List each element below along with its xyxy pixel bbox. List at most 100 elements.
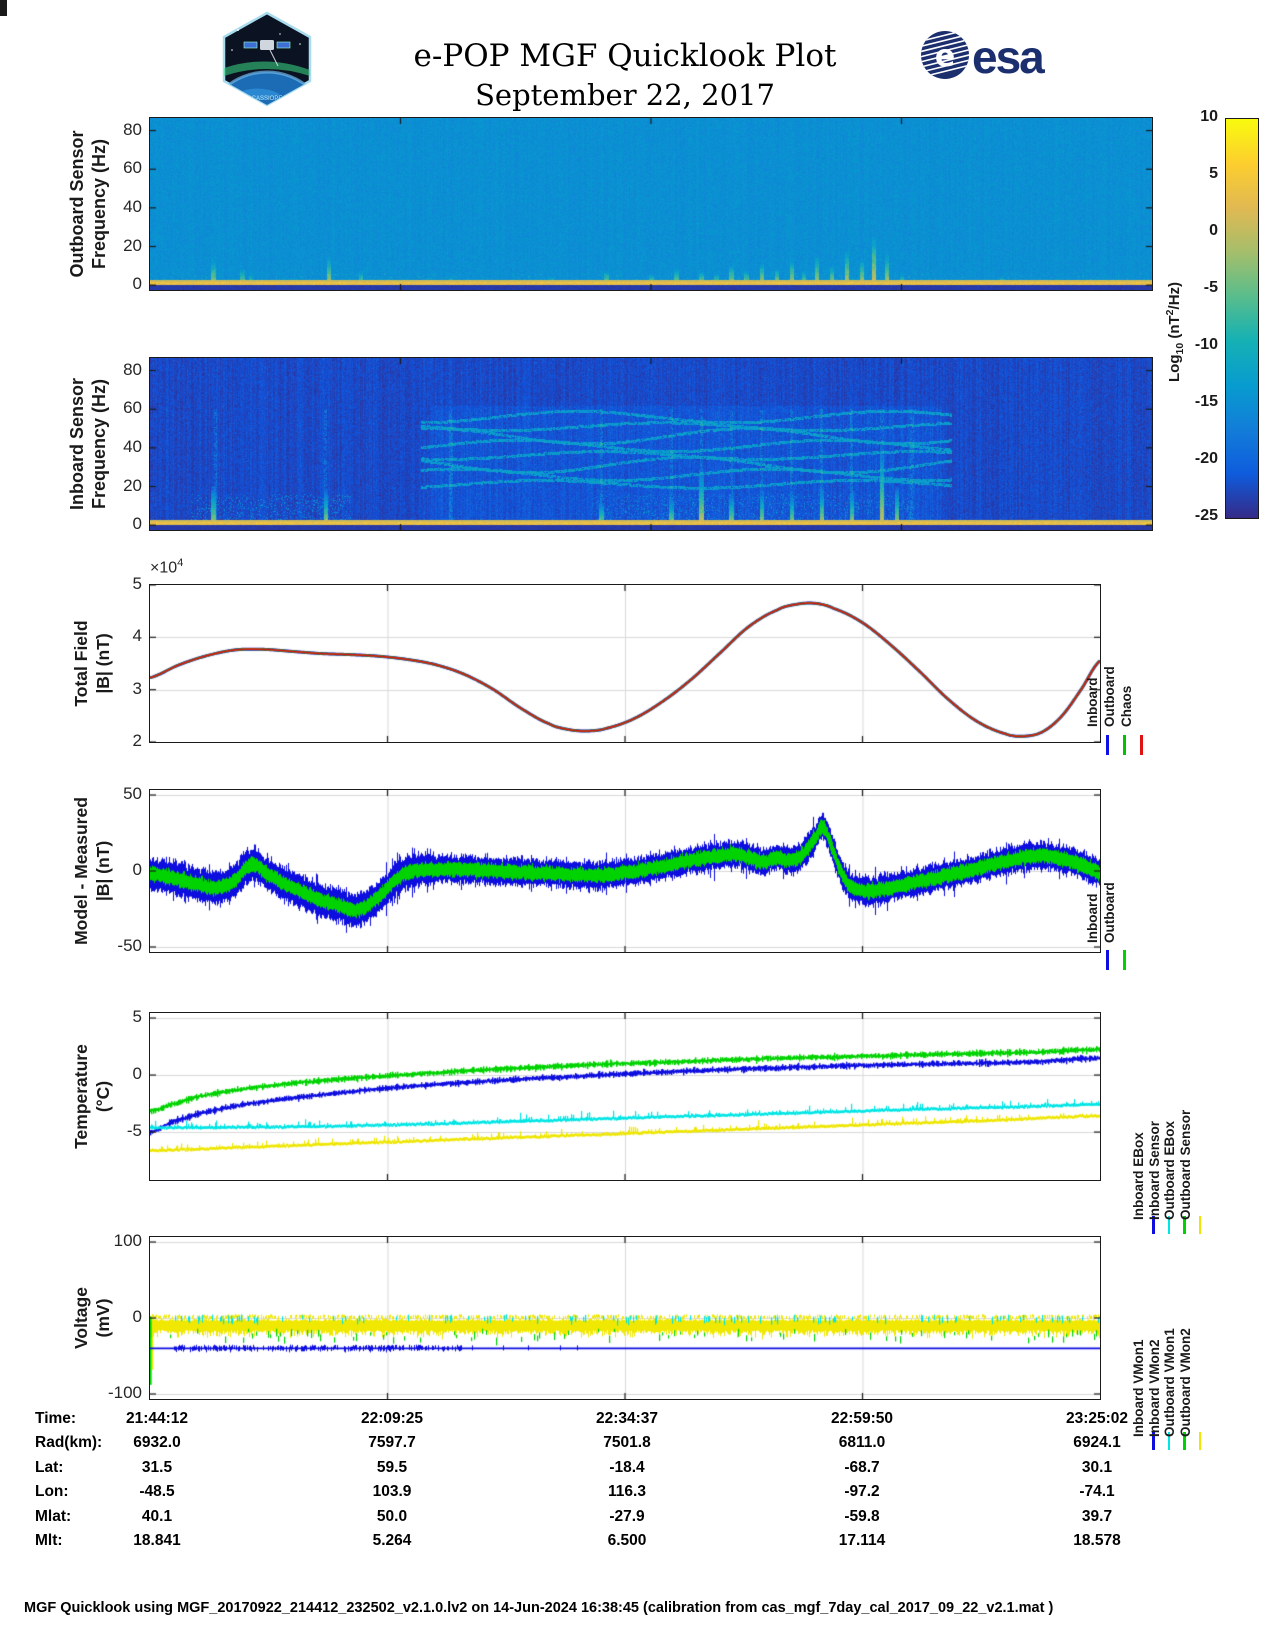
- inboard-spectrogram-canvas: [148, 356, 1153, 531]
- table-cell: 17.114: [838, 1532, 886, 1549]
- y-tick-label: 20: [123, 475, 142, 495]
- voltage-canvas: [148, 1235, 1101, 1400]
- colorbar-tick-mark: [0, 8, 7, 10]
- table-cell: 5.264: [372, 1532, 412, 1549]
- legend-marker-inboard-ebox: [1152, 1216, 1155, 1234]
- legend-marker-chaos: [1140, 735, 1143, 755]
- legend-label-outboard-vmon2: Outboard VMon2: [1177, 1328, 1193, 1437]
- footer-text: MGF Quicklook using MGF_20170922_214412_…: [24, 1600, 1054, 1616]
- table-row-label-mlat: Mlat:: [35, 1507, 72, 1525]
- table-row-label-time: Time:: [35, 1410, 77, 1427]
- y-tick-label: 80: [123, 359, 142, 379]
- table-row-label-lat: Lat:: [35, 1458, 64, 1476]
- colorbar-tick-label: 10: [1200, 108, 1218, 125]
- table-cell: 18.841: [133, 1532, 181, 1549]
- table-cell: 18.578: [1073, 1532, 1121, 1549]
- total-field-canvas: [148, 583, 1101, 743]
- legend-marker-outboard-vmon2: [1198, 1432, 1201, 1450]
- y-tick-label: 5: [132, 574, 142, 593]
- table-row-label-radkm: Rad(km):: [35, 1434, 103, 1452]
- legend-label-inboard: Inboard: [1085, 677, 1100, 728]
- legend-marker-outboard-sensor: [1198, 1216, 1201, 1234]
- table-cell: -59.8: [844, 1507, 880, 1525]
- y-tick-label: -100: [107, 1382, 142, 1402]
- colorbar-tick-label: 5: [1209, 165, 1218, 182]
- y-tick-label: 2: [132, 731, 142, 750]
- colorbar: [1225, 118, 1259, 519]
- legend-marker-outboard: [1123, 950, 1126, 970]
- y-tick-label: 20: [123, 235, 142, 255]
- patch-label: CASSIOPE: [252, 96, 283, 102]
- colorbar-tick-label: -20: [1194, 450, 1218, 467]
- colorbar-tick-mark: [0, 0, 7, 2]
- table-cell: 40.1: [141, 1507, 173, 1525]
- table-cell: -27.9: [609, 1507, 645, 1525]
- colorbar-tick-mark: [0, 6, 7, 8]
- y-tick-label: 5: [132, 1007, 142, 1027]
- y-tick-label: 0: [132, 514, 142, 534]
- y-tick-label: 0: [132, 274, 142, 294]
- table-cell: -74.1: [1079, 1483, 1115, 1501]
- table-cell: 7597.7: [368, 1434, 416, 1452]
- cassiope-mission-patch: CASSIOPE: [222, 11, 312, 107]
- esa-globe-icon: e: [918, 29, 972, 79]
- page-subtitle-date: September 22, 2017: [475, 78, 775, 112]
- colorbar-tick-label: -15: [1194, 393, 1218, 410]
- temperature-canvas: [148, 1011, 1101, 1181]
- colorbar-tick-mark: [0, 10, 7, 12]
- y-tick-label: 40: [123, 196, 142, 216]
- colorbar-tick-label: 0: [1209, 222, 1218, 239]
- legend-label-outboard: Outboard: [1102, 882, 1117, 943]
- y-tick-label: 60: [123, 158, 142, 178]
- table-cell: -68.7: [844, 1458, 880, 1476]
- table-cell: 30.1: [1081, 1458, 1113, 1476]
- table-cell: 23:25:02: [1065, 1410, 1129, 1427]
- legend-label-outboard: Outboard: [1102, 666, 1117, 727]
- svg-text:e: e: [935, 39, 955, 74]
- legend-label-chaos: Chaos: [1119, 685, 1134, 727]
- colorbar-tick-mark: [0, 2, 7, 4]
- colorbar-tick-mark: [0, 14, 7, 16]
- legend-marker-inboard-vmon1: [1152, 1432, 1155, 1450]
- y-tick-label: -5: [126, 1121, 142, 1141]
- table-cell: 21:44:12: [125, 1410, 189, 1427]
- ylabel-line: Temperature: [71, 1044, 91, 1149]
- table-cell: 116.3: [608, 1483, 646, 1501]
- y-tick-label: 0: [132, 1064, 142, 1084]
- colorbar-tick-mark: [0, 4, 7, 6]
- legend-label-inboard-ebox: Inboard EBox: [1131, 1132, 1146, 1220]
- legend-marker-outboard: [1123, 735, 1126, 755]
- table-cell: 31.5: [141, 1458, 173, 1476]
- y-tick-label: 0: [132, 1307, 142, 1326]
- ylabel-line: (°C): [93, 1080, 113, 1113]
- table-cell: 6932.0: [133, 1434, 181, 1452]
- table-cell: 103.9: [372, 1483, 412, 1501]
- colorbar-tick-mark: [0, 12, 7, 14]
- ylabel-line: Inboard Sensor: [67, 377, 87, 511]
- y-tick-label: 4: [132, 626, 142, 646]
- ylabel-line: |B| (nT): [93, 633, 113, 694]
- table-cell: -18.4: [609, 1458, 645, 1476]
- table-row-label-lon: Lon:: [35, 1483, 69, 1501]
- ylabel-line: Total Field: [71, 620, 91, 707]
- table-cell: 22:09:25: [360, 1410, 424, 1427]
- y-axis-multiplier: ×104: [150, 557, 184, 577]
- colorbar-tick-label: -5: [1203, 279, 1218, 296]
- table-cell: 6811.0: [838, 1434, 886, 1452]
- colorbar-tick-label: -10: [1194, 336, 1218, 353]
- legend-label-outboard-ebox: Outboard EBox: [1162, 1120, 1177, 1220]
- legend-label-inboard: Inboard: [1085, 893, 1100, 944]
- y-tick-label: 0: [132, 860, 142, 879]
- legend-label-outboard-sensor: Outboard Sensor: [1177, 1109, 1193, 1220]
- table-cell: 50.0: [376, 1507, 408, 1525]
- table-row-label-mlt: Mlt:: [35, 1532, 63, 1549]
- legend-marker-outboard-ebox: [1183, 1216, 1186, 1234]
- table-cell: 7501.8: [603, 1434, 651, 1452]
- outboard-spectrogram-canvas: [148, 116, 1153, 291]
- y-tick-label: 40: [123, 436, 142, 456]
- table-cell: 6924.1: [1073, 1434, 1121, 1452]
- total-field-ylabel: Total Field |B| (nT): [70, 585, 114, 742]
- table-cell: 6.500: [607, 1532, 647, 1549]
- temperature-ylabel: Temperature (°C): [70, 1013, 114, 1180]
